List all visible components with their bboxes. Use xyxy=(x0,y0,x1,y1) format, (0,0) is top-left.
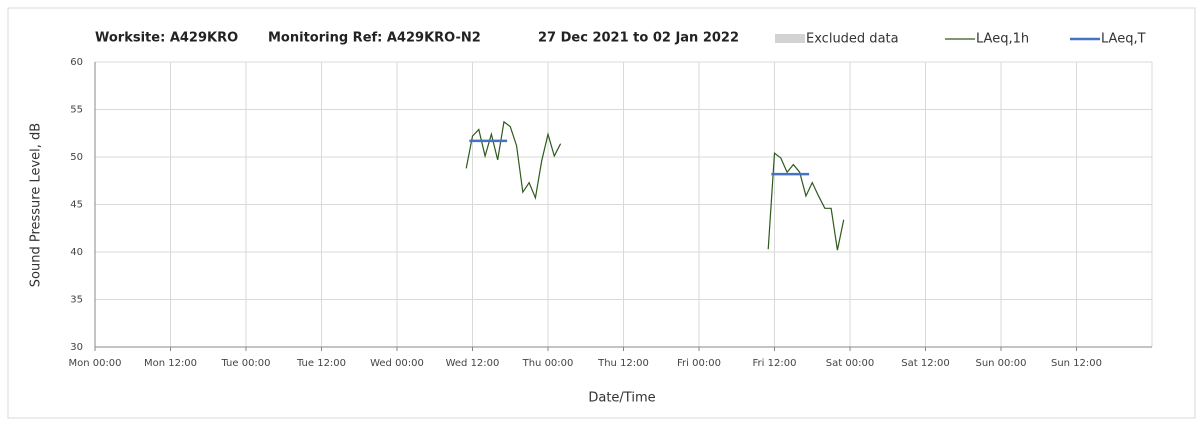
x-axis-label: Date/Time xyxy=(588,391,655,406)
x-tick-label: Thu 12:00 xyxy=(597,358,649,369)
legend-label: LAeq,1h xyxy=(976,32,1029,47)
y-tick-label: 50 xyxy=(70,152,83,163)
x-tick-label: Mon 12:00 xyxy=(144,358,197,369)
chart-border xyxy=(7,7,1196,419)
legend-label: Excluded data xyxy=(806,32,899,47)
y-tick-label: 60 xyxy=(70,57,83,68)
y-tick-label: 45 xyxy=(70,200,83,211)
x-tick-label: Tue 00:00 xyxy=(220,358,270,369)
y-axis-label: Sound Pressure Level, dB xyxy=(29,123,44,287)
x-tick-label: Sat 00:00 xyxy=(826,358,874,369)
title-ref: Monitoring Ref: A429KRO-N2 xyxy=(268,31,481,46)
title-dates: 27 Dec 2021 to 02 Jan 2022 xyxy=(538,31,739,46)
legend-label: LAeq,T xyxy=(1101,32,1146,47)
x-tick-label: Sun 12:00 xyxy=(1051,358,1102,369)
y-tick-label: 30 xyxy=(70,342,83,353)
legend-swatch xyxy=(775,34,805,43)
x-tick-label: Sun 00:00 xyxy=(975,358,1026,369)
y-tick-label: 35 xyxy=(70,295,83,306)
x-tick-label: Tue 12:00 xyxy=(296,358,346,369)
title-worksite: Worksite: A429KRO xyxy=(95,31,238,46)
series-line xyxy=(465,120,845,251)
x-tick-label: Mon 00:00 xyxy=(68,358,121,369)
y-tick-label: 55 xyxy=(70,105,83,116)
x-tick-label: Thu 00:00 xyxy=(522,358,574,369)
x-tick-label: Wed 12:00 xyxy=(446,358,500,369)
x-tick-label: Fri 12:00 xyxy=(753,358,797,369)
y-tick-label: 40 xyxy=(70,247,83,258)
x-tick-label: Wed 00:00 xyxy=(370,358,424,369)
x-tick-label: Fri 00:00 xyxy=(677,358,721,369)
x-tick-label: Sat 12:00 xyxy=(901,358,949,369)
